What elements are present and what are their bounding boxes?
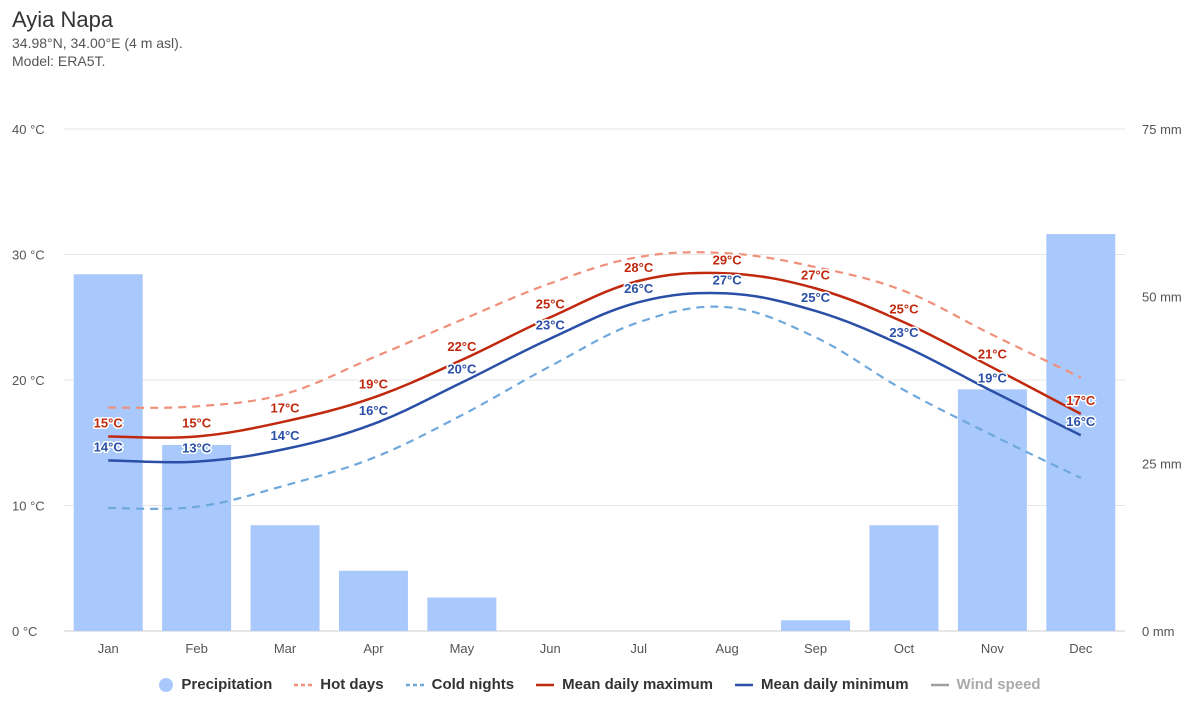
- legend-item-hot-days[interactable]: Hot days: [294, 676, 384, 693]
- max-temp-label: 25°C: [889, 301, 919, 316]
- chart-legend: Precipitation Hot days Cold nights Mean dai…: [0, 676, 1200, 693]
- max-temp-label: 17°C: [271, 400, 301, 415]
- legend-item-cold-nights[interactable]: Cold nights: [405, 676, 515, 693]
- line-icon: [536, 683, 555, 686]
- x-tick-label: Jun: [540, 641, 561, 656]
- legend-label: Wind speed: [956, 676, 1041, 693]
- precipitation-bar: [1046, 234, 1116, 631]
- min-temp-label: 19°C: [978, 370, 1008, 385]
- legend-label: Mean daily minimum: [761, 676, 909, 693]
- min-temp-label: 20°C: [447, 362, 477, 377]
- precipitation-bars: [73, 234, 1116, 631]
- axis-labels: 0 °C 10 °C 20 °C 30 °C 40 °C 0 mm 25 mm 50 mm 75…: [12, 122, 1182, 656]
- min-temp-label: 27°C: [713, 272, 743, 287]
- cold-nights-line: [108, 305, 1082, 510]
- max-temp-label: 22°C: [447, 339, 477, 354]
- dashed-line-icon: [405, 683, 424, 686]
- min-temp-label: 14°C: [94, 439, 124, 454]
- precipitation-bar: [250, 525, 320, 631]
- precipitation-bar: [957, 389, 1027, 631]
- legend-item-precipitation[interactable]: Precipitation: [159, 676, 272, 693]
- data-labels: 15°C 15°C 17°C 19°C 22°C 25°C 28°C 29°C 27°C 25°C…: [92, 251, 1097, 457]
- min-temp-label: 23°C: [536, 318, 566, 333]
- min-temp-label: 26°C: [624, 281, 654, 296]
- min-temp-label: 13°C: [182, 441, 212, 456]
- x-tick-label: Jul: [630, 641, 647, 656]
- legend-item-mean-max[interactable]: Mean daily maximum: [536, 676, 713, 693]
- y-left-tick-label: 20 °C: [12, 373, 45, 388]
- max-temp-label: 21°C: [978, 346, 1008, 361]
- chart-header: Ayia Napa 34.98°N, 34.00°E (4 m asl). Mo…: [12, 6, 183, 70]
- min-temp-label: 16°C: [1066, 414, 1096, 429]
- max-temp-label: 17°C: [1066, 393, 1096, 408]
- min-temp-label: 25°C: [801, 290, 831, 305]
- legend-item-wind-speed[interactable]: Wind speed: [930, 676, 1041, 693]
- dashed-line-icon: [294, 683, 313, 686]
- max-temp-label: 28°C: [624, 260, 654, 275]
- x-tick-label: Dec: [1069, 641, 1093, 656]
- temperature-lines: [108, 251, 1082, 510]
- legend-label: Precipitation: [181, 676, 273, 693]
- hot-days-line: [108, 251, 1082, 409]
- x-tick-label: May: [450, 641, 475, 656]
- min-temp-label: 14°C: [271, 428, 301, 443]
- y-right-tick-label: 75 mm: [1142, 122, 1182, 137]
- y-right-tick-label: 0 mm: [1142, 624, 1175, 639]
- x-tick-label: Oct: [894, 641, 915, 656]
- max-temp-label: 15°C: [94, 415, 124, 430]
- y-left-tick-label: 40 °C: [12, 122, 45, 137]
- x-tick-label: Nov: [981, 641, 1005, 656]
- model-text: Model: ERA5T.: [12, 53, 106, 69]
- precipitation-bar: [427, 597, 497, 631]
- y-left-tick-label: 0 °C: [12, 624, 37, 639]
- mean-daily-minimum-line: [108, 291, 1082, 464]
- max-temp-label: 25°C: [536, 296, 566, 311]
- line-icon: [930, 683, 949, 686]
- min-temp-label: 16°C: [359, 403, 389, 418]
- precipitation-bar: [73, 274, 143, 631]
- precipitation-bar: [338, 570, 408, 631]
- coordinates-text: 34.98°N, 34.00°E (4 m asl).: [12, 35, 183, 51]
- x-tick-label: Feb: [185, 641, 207, 656]
- x-tick-label: Sep: [804, 641, 827, 656]
- precipitation-bar: [869, 525, 939, 631]
- y-left-tick-label: 30 °C: [12, 248, 45, 263]
- x-tick-label: Apr: [363, 641, 384, 656]
- legend-label: Mean daily maximum: [562, 676, 713, 693]
- max-temp-label: 19°C: [359, 377, 389, 392]
- max-temp-label: 27°C: [801, 267, 831, 282]
- max-temp-label: 29°C: [713, 252, 743, 267]
- dot-icon: [159, 677, 174, 692]
- y-right-tick-label: 25 mm: [1142, 457, 1182, 472]
- line-icon: [735, 683, 753, 686]
- min-temp-label: 23°C: [889, 325, 919, 340]
- grid-lines: [64, 128, 1125, 632]
- legend-label: Cold nights: [431, 676, 515, 693]
- y-right-tick-label: 50 mm: [1142, 289, 1182, 304]
- legend-item-mean-min[interactable]: Mean daily minimum: [735, 676, 909, 693]
- max-temp-label: 15°C: [182, 415, 212, 430]
- y-left-tick-label: 10 °C: [12, 499, 45, 514]
- precipitation-bar: [781, 620, 851, 631]
- x-tick-label: Jan: [98, 641, 119, 656]
- x-tick-label: Mar: [274, 641, 297, 656]
- page-title: Ayia Napa: [12, 7, 114, 32]
- x-tick-label: Aug: [716, 641, 739, 656]
- legend-label: Hot days: [320, 676, 384, 693]
- climate-chart: 15°C 15°C 17°C 19°C 22°C 25°C 28°C 29°C 27°C 25°C…: [12, 122, 1182, 656]
- mean-daily-maximum-line: [108, 271, 1082, 439]
- precipitation-bar: [162, 444, 232, 631]
